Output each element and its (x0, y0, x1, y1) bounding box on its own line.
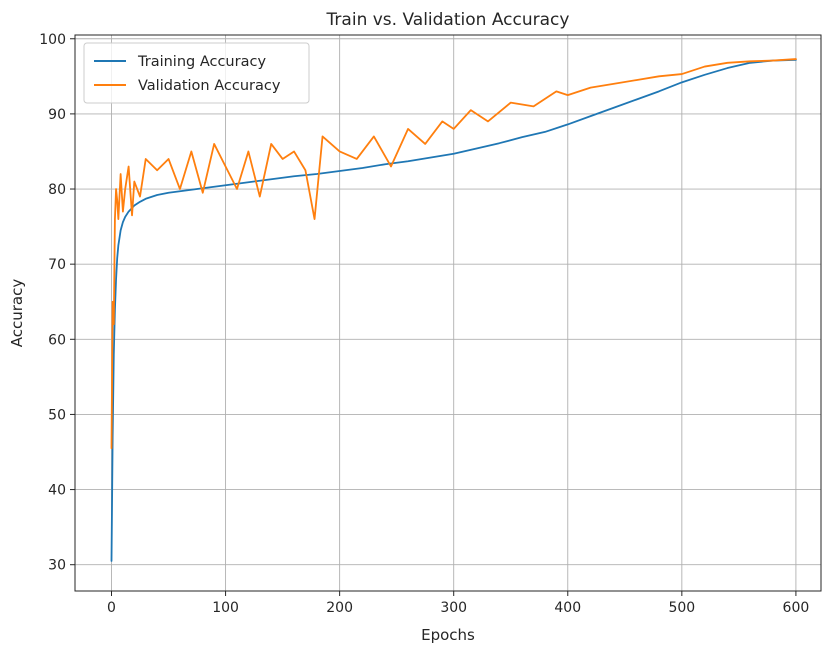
y-axis-label: Accuracy (8, 279, 26, 348)
y-tick-label: 100 (39, 32, 66, 48)
plot-frame (74, 34, 822, 592)
y-axis: 30 40 50 60 70 80 90 100 (39, 32, 75, 574)
x-tick-label: 200 (326, 600, 353, 616)
legend-label-validation: Validation Accuracy (138, 78, 281, 94)
y-tick-label: 90 (48, 107, 66, 123)
y-tick-label: 50 (48, 407, 66, 423)
x-axis: 0 100 200 300 400 500 600 (107, 591, 809, 616)
y-tick-label: 80 (48, 182, 66, 198)
x-tick-label: 100 (212, 600, 239, 616)
y-tick-label: 40 (48, 483, 66, 499)
series-line-validation (110, 58, 797, 450)
x-tick-label: 300 (440, 600, 467, 616)
x-tick-label: 500 (668, 600, 695, 616)
x-axis-label: Epochs (421, 626, 475, 644)
chart-title: Train vs. Validation Accuracy (326, 10, 570, 30)
y-tick-label: 30 (48, 558, 66, 574)
legend-box (83, 42, 310, 104)
series-layer (110, 58, 797, 562)
x-tick-label: 0 (107, 600, 116, 616)
y-tick-label: 60 (48, 332, 66, 348)
series-line-training (110, 58, 797, 562)
x-tick-label: 400 (554, 600, 581, 616)
x-tick-label: 600 (783, 600, 810, 616)
y-tick-label: 70 (48, 257, 66, 273)
grid (75, 35, 821, 591)
legend: Training Accuracy Validation Accuracy (83, 42, 310, 104)
legend-label-training: Training Accuracy (137, 54, 266, 70)
